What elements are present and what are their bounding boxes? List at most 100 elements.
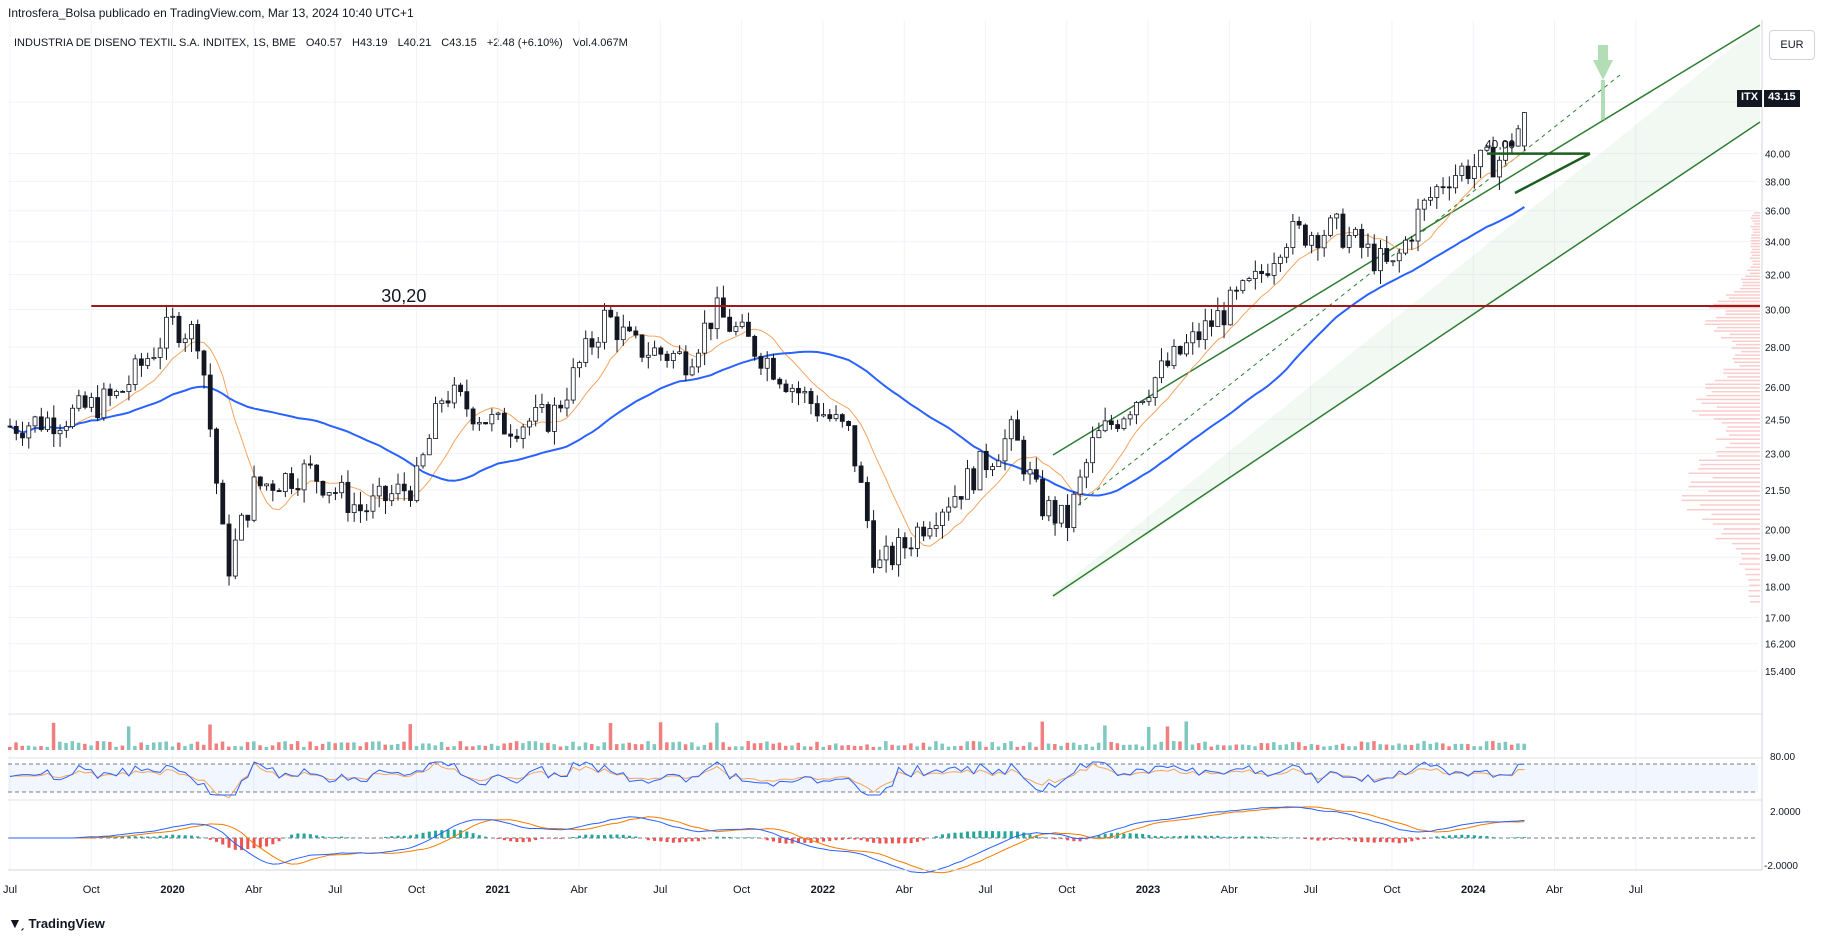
macd-histogram-bar [959, 832, 963, 838]
macd-histogram-bar [265, 838, 269, 847]
macd-histogram-bar [1203, 835, 1207, 838]
macd-histogram-bar [715, 836, 719, 838]
macd-histogram-bar [521, 838, 525, 843]
volume-bar [239, 746, 244, 750]
candle-up [1515, 128, 1521, 147]
macd-histogram-bar [1454, 835, 1458, 838]
macd-histogram-bar [828, 838, 832, 842]
candle-down [20, 433, 25, 439]
candle-down [796, 387, 801, 394]
macd-histogram-bar [183, 835, 187, 838]
y-tick-label: 16.200 [1765, 640, 1796, 651]
macd-histogram-bar [1122, 833, 1126, 838]
candle-up [63, 426, 69, 431]
volume-bar [633, 744, 638, 750]
macd-histogram-bar [1372, 838, 1376, 843]
macd-histogram-bar [703, 838, 707, 840]
regression-channel [1052, 24, 1761, 600]
candle-up [927, 528, 933, 537]
candle-down [176, 315, 182, 343]
target-arrow [1593, 45, 1613, 80]
candle-down [289, 473, 295, 489]
volume-bar [1128, 744, 1132, 750]
macd-histogram-bar [728, 836, 732, 838]
price-axis[interactable]: 44.0040.0038.0036.0034.0032.0030.0028.00… [1761, 20, 1796, 870]
volume-bar [834, 743, 838, 750]
volume-bar [176, 742, 181, 750]
volume-bar [1071, 742, 1076, 750]
candle-up [821, 414, 826, 417]
volume-bar [1315, 744, 1320, 750]
macd-histogram-bar [1103, 833, 1107, 838]
macd-histogram-bar [621, 834, 625, 838]
macd-histogram-bar [302, 833, 306, 838]
volume-bar [652, 744, 657, 750]
y-tick-label: 28.00 [1765, 343, 1790, 354]
candle-up [1083, 462, 1089, 478]
candle-down [908, 547, 914, 550]
candle-up [1134, 402, 1139, 416]
volume-bar [1516, 743, 1520, 750]
x-tick-label: Jul [978, 884, 992, 896]
candle-up [789, 387, 795, 393]
time-axis[interactable]: Jul Oct 2020 Abr Jul Oct 2021 Abr Jul Oct 2022 Abr J… [3, 869, 1762, 896]
y-tick-label: 18.00 [1765, 583, 1790, 594]
volume-bar [8, 746, 12, 750]
volume-bar [1165, 726, 1170, 750]
macd-histogram-bar [208, 838, 212, 840]
candle-up [990, 466, 995, 471]
x-tick-label: Jul [653, 884, 667, 896]
macd-histogram-bar [790, 838, 794, 844]
macd-histogram-bar [615, 834, 619, 838]
volume-bar [959, 745, 963, 750]
macd-histogram-bar [1034, 835, 1038, 838]
macd-histogram-bar [1016, 831, 1020, 838]
macd-histogram-bar [1059, 838, 1063, 839]
tradingview-footer[interactable]: ▼ˏ TradingView [8, 915, 105, 931]
candle-up [1328, 217, 1333, 236]
candle-down [464, 391, 470, 410]
candle-down [1259, 270, 1264, 275]
macd-histogram-bar [133, 836, 137, 838]
macd-histogram-bar [471, 833, 475, 838]
candle-down [1315, 235, 1321, 249]
volume-pane [8, 721, 1526, 750]
volume-bar [1021, 745, 1026, 750]
candle-up [1058, 504, 1064, 524]
volume-bar [1484, 741, 1489, 750]
candle-down [245, 514, 251, 521]
symbol-name[interactable]: INDUSTRIA DE DISENO TEXTIL S.A. INDITEX,… [14, 37, 296, 49]
candle-up [1453, 175, 1458, 189]
x-tick-label: Oct [408, 884, 425, 896]
macd-histogram-bar [1166, 836, 1170, 838]
macd-histogram-bar [659, 838, 663, 842]
candle-up [1378, 248, 1383, 272]
candle-up [952, 496, 958, 508]
volume-bar [665, 742, 669, 750]
currency-button[interactable]: EUR [1769, 30, 1815, 60]
candle-down [458, 384, 463, 393]
volume-bar [364, 742, 369, 750]
volume-bar [608, 723, 613, 750]
macd-histogram-bar [872, 838, 876, 843]
candle-up [977, 450, 983, 491]
macd-histogram-bar [909, 838, 913, 844]
volume-bar [145, 744, 150, 750]
volume-bar [214, 743, 219, 750]
candles [7, 112, 1527, 586]
candle-up [940, 511, 945, 526]
volume-bar [1259, 743, 1264, 750]
volume-bar [790, 745, 794, 750]
x-tick-label: Abr [245, 884, 262, 896]
macd-histogram-bar [277, 838, 281, 842]
volume-bar [408, 724, 413, 750]
candle-up [670, 353, 676, 361]
macd-histogram-bar [271, 838, 275, 845]
macd-histogram-bar [1091, 837, 1095, 838]
macd-histogram-bar [1472, 835, 1476, 838]
macd-histogram-bar [634, 836, 638, 838]
annotations: 30,20 40,00 [91, 138, 1760, 307]
candle-up [45, 417, 50, 431]
volume-bar [1334, 744, 1339, 750]
